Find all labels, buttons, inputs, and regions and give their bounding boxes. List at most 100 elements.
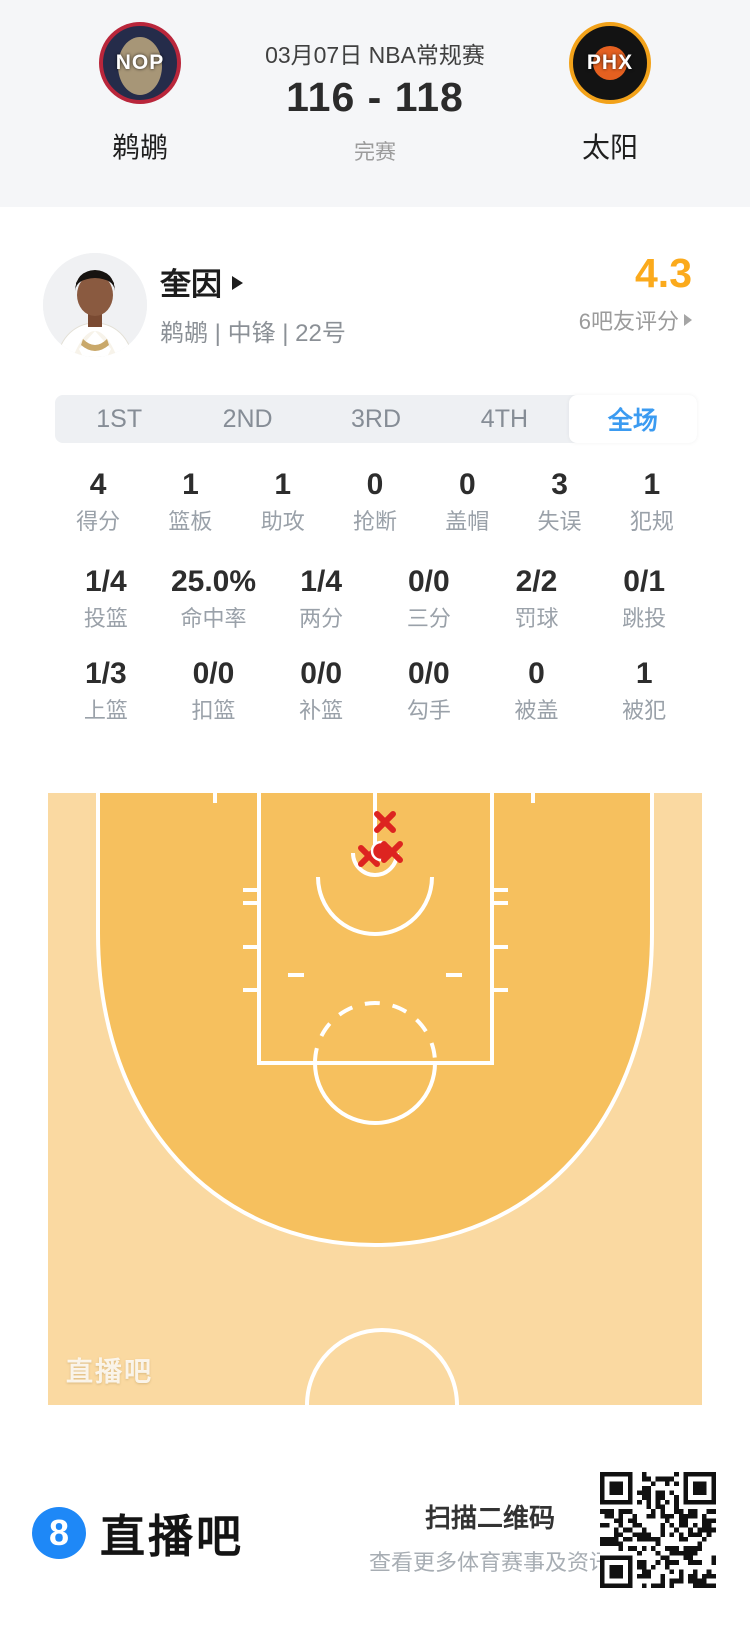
stat-助攻: 1 助攻 bbox=[237, 465, 329, 539]
stat-得分: 4 得分 bbox=[52, 465, 144, 539]
stat-value: 1/4 bbox=[84, 565, 127, 598]
home-team[interactable]: NOP 鹈鹕 bbox=[55, 22, 225, 166]
stat-value: 4 bbox=[89, 468, 107, 501]
stat-label: 罚球 bbox=[514, 606, 559, 631]
scan-text-block: 扫描二维码 查看更多体育赛事及资讯 bbox=[330, 1498, 650, 1577]
stat-label: 助攻 bbox=[260, 509, 305, 534]
away-team[interactable]: PHX 太阳 bbox=[525, 22, 695, 166]
stat-两分: 1/4 两分 bbox=[267, 562, 375, 636]
player-switch-caret-icon[interactable] bbox=[232, 276, 243, 290]
stat-label: 抢断 bbox=[352, 509, 397, 534]
stat-被犯: 1 被犯 bbox=[590, 654, 698, 728]
stat-犯规: 1 犯规 bbox=[606, 465, 698, 539]
stat-value: 0/0 bbox=[407, 657, 450, 690]
stat-label: 上篮 bbox=[83, 698, 128, 723]
match-header: NOP 鹈鹕 03月07日 NBA常规赛 116 - 118 完赛 PHX 太阳 bbox=[0, 0, 750, 207]
stat-value: 2/2 bbox=[515, 565, 558, 598]
stat-label: 扣篮 bbox=[191, 698, 236, 723]
stat-label: 盖帽 bbox=[445, 509, 490, 534]
player-photo bbox=[43, 253, 147, 357]
player-name: 奎因 bbox=[160, 267, 222, 302]
tab-3RD[interactable]: 3RD bbox=[351, 404, 402, 433]
stat-上篮: 1/3 上篮 bbox=[52, 654, 160, 728]
stat-勾手: 0/0 勾手 bbox=[375, 654, 483, 728]
stat-label: 勾手 bbox=[406, 698, 451, 723]
rating-caret-icon bbox=[684, 314, 692, 327]
stat-value: 1 bbox=[182, 468, 199, 501]
player-rating-block[interactable]: 4.3 6吧友评分 bbox=[579, 250, 692, 336]
stat-row-1: 1/4 投篮 25.0% 命中率 1/4 两分 0/0 三分 2/2 罚球 0/1 跳投 bbox=[0, 562, 750, 636]
stat-盖帽: 0 盖帽 bbox=[421, 465, 513, 539]
zhibo8-logo-icon: 8 bbox=[32, 1506, 86, 1559]
stat-value: 25.0% bbox=[170, 565, 257, 598]
missed-shot-marker bbox=[372, 809, 398, 835]
player-card: 奎因 鹈鹕 | 中锋 | 22号 4.3 6吧友评分 bbox=[0, 207, 750, 387]
shot-chart-court: 直播吧 bbox=[48, 793, 702, 1405]
stat-扣篮: 0/0 扣篮 bbox=[160, 654, 268, 728]
zhibo8-brand: 8 直播吧 bbox=[32, 1500, 244, 1565]
stat-value: 0/0 bbox=[407, 565, 450, 598]
stat-label: 命中率 bbox=[180, 606, 247, 631]
court-lines bbox=[96, 793, 654, 1405]
stat-value: 0 bbox=[528, 657, 545, 690]
stat-label: 被盖 bbox=[514, 698, 559, 723]
stat-value: 0 bbox=[458, 468, 476, 501]
stat-跳投: 0/1 跳投 bbox=[590, 562, 698, 636]
stat-value: 1 bbox=[635, 657, 653, 690]
rating-link-label: 6吧友评分 bbox=[578, 309, 679, 335]
away-team-abbr: PHX bbox=[586, 51, 634, 74]
stat-label: 补篮 bbox=[299, 698, 344, 723]
court-watermark: 直播吧 bbox=[66, 1357, 153, 1387]
player-meta: 鹈鹕 | 中锋 | 22号 bbox=[160, 320, 346, 347]
match-score: 116 - 118 bbox=[286, 74, 464, 120]
home-team-name: 鹈鹕 bbox=[111, 132, 168, 163]
stat-value: 1 bbox=[643, 468, 661, 501]
stat-value: 0/1 bbox=[623, 565, 666, 598]
stat-三分: 0/0 三分 bbox=[375, 562, 483, 636]
stat-value: 0/0 bbox=[300, 657, 343, 690]
stat-label: 跳投 bbox=[622, 606, 667, 631]
stat-失误: 3 失误 bbox=[513, 465, 605, 539]
scan-subtitle: 查看更多体育赛事及资讯 bbox=[368, 1550, 611, 1575]
scan-title: 扫描二维码 bbox=[424, 1503, 555, 1533]
pelicans-logo-icon: NOP bbox=[99, 22, 181, 104]
stat-value: 1/4 bbox=[300, 565, 343, 598]
stat-value: 1/3 bbox=[84, 657, 127, 690]
stat-label: 三分 bbox=[406, 606, 451, 631]
match-date-league: 03月07日 NBA常规赛 bbox=[265, 42, 485, 68]
rating-value: 4.3 bbox=[635, 250, 692, 296]
stat-label: 投篮 bbox=[83, 606, 128, 631]
tab-4TH[interactable]: 4TH bbox=[480, 404, 529, 433]
stat-value: 3 bbox=[551, 468, 568, 501]
stat-label: 篮板 bbox=[168, 509, 213, 534]
stat-投篮: 1/4 投篮 bbox=[52, 562, 160, 636]
tab-全场[interactable]: 全场 bbox=[568, 395, 698, 443]
stat-抢断: 0 抢断 bbox=[329, 465, 421, 539]
home-team-abbr: NOP bbox=[115, 51, 165, 74]
suns-logo-ball bbox=[593, 46, 627, 80]
stat-label: 被犯 bbox=[622, 698, 667, 723]
away-team-name: 太阳 bbox=[581, 132, 638, 163]
stat-被盖: 0 被盖 bbox=[483, 654, 591, 728]
app-footer: 8 直播吧 扫描二维码 查看更多体育赛事及资讯 bbox=[0, 1450, 750, 1629]
stat-value: 0 bbox=[366, 468, 384, 501]
stat-补篮: 0/0 补篮 bbox=[267, 654, 375, 728]
stat-value: 1 bbox=[274, 468, 292, 501]
pelicans-logo-blob bbox=[118, 37, 162, 95]
zhibo8-brand-name: 直播吧 bbox=[100, 1511, 245, 1562]
quarter-tabs: 1ST 2ND 3RD 4TH 全场 bbox=[55, 395, 698, 443]
tab-1ST[interactable]: 1ST bbox=[96, 404, 143, 433]
stat-label: 失误 bbox=[537, 509, 582, 534]
match-status: 完赛 bbox=[354, 141, 396, 164]
stat-row-2: 1/3 上篮 0/0 扣篮 0/0 补篮 0/0 勾手 0 被盖 1 被犯 bbox=[0, 654, 750, 728]
missed-shot-marker bbox=[379, 839, 405, 865]
stat-命中率: 25.0% 命中率 bbox=[160, 562, 268, 636]
stat-label: 得分 bbox=[76, 509, 121, 534]
stat-label: 两分 bbox=[299, 606, 344, 631]
rating-link[interactable]: 6吧友评分 bbox=[579, 304, 692, 336]
tab-2ND[interactable]: 2ND bbox=[222, 404, 273, 433]
stat-篮板: 1 篮板 bbox=[144, 465, 236, 539]
stat-row-0: 4 得分 1 篮板 1 助攻 0 抢断 0 盖帽 3 失误 1 犯规 bbox=[0, 465, 750, 539]
qr-code bbox=[600, 1472, 716, 1588]
suns-logo-icon: PHX bbox=[569, 22, 651, 104]
